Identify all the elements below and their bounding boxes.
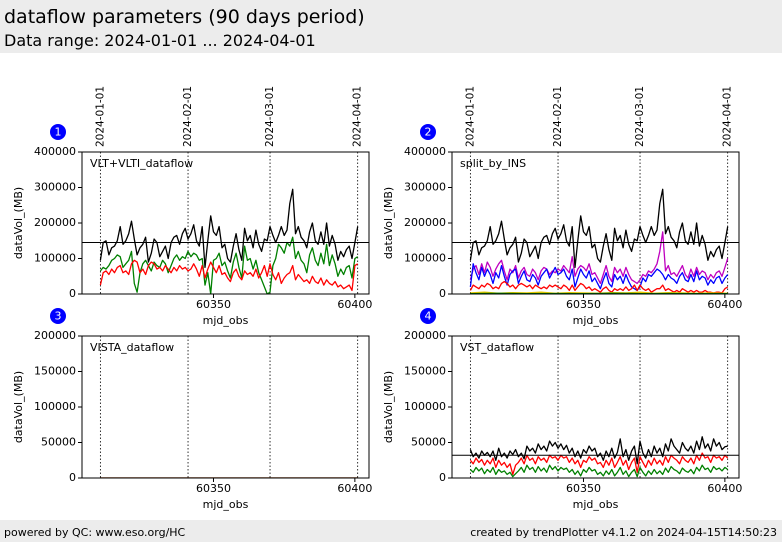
chart-4-series-group bbox=[469, 436, 729, 478]
chart-1-series-group bbox=[99, 188, 359, 294]
chart-4-ytick-label-5: 200000 bbox=[404, 329, 446, 342]
chart-1-date-label-4: 2024-04-01 bbox=[352, 86, 364, 147]
chart-1-ylabel: dataVol_(MB) bbox=[12, 187, 25, 259]
chart-1-series-3-line bbox=[99, 259, 359, 292]
chart-1-series-2-line bbox=[99, 236, 359, 294]
header-bar: dataflow parameters (90 days period) Dat… bbox=[0, 0, 782, 53]
chart-3-xtick-label-1: 60350 bbox=[196, 482, 231, 495]
chart-1-date-label-1: 2024-01-01 bbox=[94, 86, 106, 147]
chart-4-panel-label: VST_dataflow bbox=[460, 341, 534, 354]
footer-created-by: created by trendPlotter v4.1.2 on 2024-0… bbox=[470, 526, 777, 539]
chart-1-ytick-label-5: 400000 bbox=[34, 145, 76, 158]
chart-2-series-3-line bbox=[469, 263, 729, 292]
chart-4-ytick-label-2: 50000 bbox=[411, 436, 446, 449]
chart-panel-1: 2024-01-01 2024-02-01 2024-03-01 2024-04-01… bbox=[12, 86, 372, 327]
chart-1-panel-label: VLT+VLTI_dataflow bbox=[90, 157, 193, 170]
chart-3-ytick-label-1: 0 bbox=[69, 471, 76, 484]
chart-4-series-2-line bbox=[469, 452, 729, 476]
chart-4-series-3-line bbox=[469, 464, 729, 478]
chart-1-ytick-label-4: 300000 bbox=[34, 181, 76, 194]
chart-3-ylabel: dataVol_(MB) bbox=[12, 371, 25, 443]
chart-3-panel-label: VISTA_dataflow bbox=[90, 341, 174, 354]
chart-2-ytick-label-2: 100000 bbox=[404, 252, 446, 265]
chart-1-ytick-label-3: 200000 bbox=[34, 216, 76, 229]
chart-4-ytick-label-4: 150000 bbox=[404, 365, 446, 378]
chart-1-xlabel: mjd_obs bbox=[203, 314, 249, 327]
chart-4-badge-circle bbox=[420, 308, 436, 324]
chart-2-ytick-label-4: 300000 bbox=[404, 181, 446, 194]
chart-4-ytick-label-1: 0 bbox=[439, 471, 446, 484]
chart-panel-4: 0 50000 100000 150000 200000 60350 60400 mjd_ob… bbox=[382, 308, 742, 511]
chart-2-xlabel: mjd_obs bbox=[573, 314, 619, 327]
chart-2-date-label-2: 2024-02-01 bbox=[552, 86, 564, 147]
chart-1-series-1-line bbox=[99, 188, 359, 269]
chart-4-xlabel: mjd_obs bbox=[573, 498, 619, 511]
chart-3-xlabel: mjd_obs bbox=[203, 498, 249, 511]
chart-2-badge-number: 2 bbox=[425, 126, 432, 139]
chart-2-xtick-label-2: 60400 bbox=[707, 298, 742, 311]
chart-3-ytick-label-3: 100000 bbox=[34, 400, 76, 413]
chart-2-ytick-label-3: 200000 bbox=[404, 216, 446, 229]
chart-2-badge-circle bbox=[420, 124, 436, 140]
chart-1-ytick-label-1: 0 bbox=[69, 287, 76, 300]
chart-4-ytick-label-3: 100000 bbox=[404, 400, 446, 413]
chart-3-ytick-label-4: 150000 bbox=[34, 365, 76, 378]
chart-1-ytick-label-2: 100000 bbox=[34, 252, 76, 265]
footer-bar: powered by QC: www.eso.org/HC created by… bbox=[0, 520, 782, 542]
chart-2-ytick-label-5: 400000 bbox=[404, 145, 446, 158]
chart-1-date-label-2: 2024-02-01 bbox=[182, 86, 194, 147]
chart-3-badge-circle bbox=[50, 308, 66, 324]
data-range-subtitle: Data range: 2024-01-01 ... 2024-04-01 bbox=[4, 31, 316, 50]
chart-2-panel-label: split_by_INS bbox=[460, 157, 526, 170]
chart-panel-2: 2024-01-01 2024-02-01 2024-03-01 2024-04-01… bbox=[382, 86, 742, 327]
chart-3-ytick-label-2: 50000 bbox=[41, 436, 76, 449]
page-title: dataflow parameters (90 days period) bbox=[4, 6, 365, 28]
chart-3-badge-number: 3 bbox=[55, 310, 62, 323]
chart-panel-3: 0 50000 100000 150000 200000 60350 60400 mjd_ob… bbox=[12, 308, 372, 511]
chart-4-xtick-label-1: 60350 bbox=[566, 482, 601, 495]
chart-2-ylabel: dataVol_(MB) bbox=[382, 187, 395, 259]
chart-4-ylabel: dataVol_(MB) bbox=[382, 371, 395, 443]
chart-1-xtick-label-1: 60350 bbox=[196, 298, 231, 311]
chart-1-badge-circle bbox=[50, 124, 66, 140]
chart-2-ytick-label-1: 0 bbox=[439, 287, 446, 300]
chart-3-ytick-label-5: 200000 bbox=[34, 329, 76, 342]
chart-2-date-label-4: 2024-04-01 bbox=[722, 86, 734, 147]
chart-4-xtick-label-2: 60400 bbox=[707, 482, 742, 495]
chart-2-series-4-line bbox=[469, 280, 729, 294]
chart-1-badge-number: 1 bbox=[55, 126, 62, 139]
chart-4-badge-number: 4 bbox=[425, 310, 432, 323]
chart-1-date-label-3: 2024-03-01 bbox=[264, 86, 276, 147]
chart-2-series-group bbox=[469, 188, 729, 294]
chart-2-date-label-3: 2024-03-01 bbox=[634, 86, 646, 147]
footer-powered-by: powered by QC: www.eso.org/HC bbox=[4, 526, 186, 539]
chart-1-xtick-label-2: 60400 bbox=[337, 298, 372, 311]
chart-3-frame bbox=[81, 335, 370, 479]
chart-2-date-label-1: 2024-01-01 bbox=[464, 86, 476, 147]
chart-3-xtick-label-2: 60400 bbox=[337, 482, 372, 495]
chart-2-series-2-line bbox=[469, 231, 729, 285]
chart-2-xtick-label-1: 60350 bbox=[566, 298, 601, 311]
chart-2-series-1-line bbox=[469, 188, 729, 269]
